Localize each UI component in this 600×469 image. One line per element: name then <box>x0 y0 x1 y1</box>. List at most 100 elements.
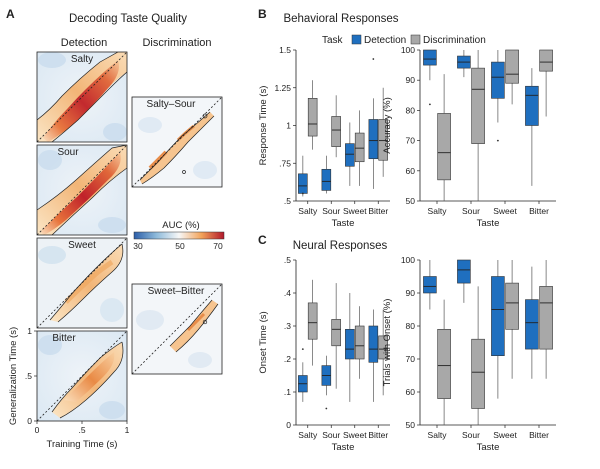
legend-label-discrimination: Discrimination <box>423 35 486 46</box>
heatmap-sweet-bitter-label: Sweet–Bitter <box>148 286 205 297</box>
colorbar-tick: 70 <box>213 241 223 251</box>
boxplot-onset-time: 0 .1 .2 .3 .4 .5 Onset Time (s) Salty Sour Sweet B… <box>258 255 390 453</box>
colorbar-tick: 30 <box>133 241 143 251</box>
y-tick-label: .5 <box>284 196 291 206</box>
legend: Task Detection Discrimination <box>322 34 486 46</box>
panel-a-axes <box>34 330 128 424</box>
box-iqr <box>331 116 341 147</box>
colorbar-label: AUC (%) <box>162 220 199 231</box>
boxplot-accuracy: 50 60 70 80 90 100 Accuracy (%) Salty Sour Sweet B… <box>382 45 556 229</box>
y-tick-label: 1.5 <box>279 45 291 55</box>
y-tick-label: .75 <box>279 158 291 168</box>
box-iqr <box>345 143 355 167</box>
heatmap-sweet-frame <box>36 237 128 329</box>
y-axis-label: Onset Time (s) <box>258 311 269 373</box>
heatmap-sweet <box>37 238 127 328</box>
y-tick-label: .2 <box>284 354 291 364</box>
x-tick-label: Bitter <box>368 206 388 216</box>
box-iqr <box>539 286 553 350</box>
box-iqr <box>378 335 388 360</box>
heatmap-salty-frame <box>36 51 128 143</box>
panel-a-letter: A <box>6 7 15 21</box>
y-tick-label: 1 <box>27 326 32 336</box>
box-discrimination-salty <box>307 80 318 150</box>
x-tick-label: .5 <box>78 425 85 435</box>
box-discrimination-sweet <box>354 110 365 186</box>
box-iqr <box>298 173 308 194</box>
y-axis-label: Accuracy (%) <box>382 97 393 153</box>
boxplot-trials-with-onset: 50 60 70 80 90 100 Trials with Onset (%) Salty S… <box>382 255 556 453</box>
box-detection-bitter <box>525 68 539 186</box>
box-iqr <box>307 302 318 340</box>
box-discrimination-sweet <box>505 49 519 105</box>
box-discrimination-sour <box>331 95 341 158</box>
box-discrimination-salty <box>307 279 318 366</box>
heatmap-sour-label: Sour <box>57 147 79 158</box>
box-iqr <box>525 299 539 350</box>
box-iqr <box>321 168 332 191</box>
y-tick-label: 0 <box>286 420 291 430</box>
box-discrimination-sweet <box>505 260 519 379</box>
panel-a-ylabel: Generalization Time (s) <box>8 327 19 425</box>
heatmap-bitter-label: Bitter <box>52 333 76 344</box>
x-tick-label: 1 <box>125 425 130 435</box>
y-tick-label: 80 <box>406 105 416 115</box>
box-outlier <box>325 407 328 410</box>
x-tick-label: Salty <box>428 430 448 440</box>
box-iqr <box>354 325 365 360</box>
x-tick-label: Sour <box>462 430 480 440</box>
box-iqr <box>368 119 379 160</box>
y-tick-label: .5 <box>25 371 32 381</box>
legend-swatch-detection <box>351 34 362 45</box>
panel-c-letter: C <box>258 233 267 247</box>
x-tick-label: Sour <box>322 206 340 216</box>
box-iqr <box>437 113 451 181</box>
y-axis-label: Trials with Onset (%) <box>382 299 393 387</box>
box-iqr <box>471 338 485 409</box>
y-tick-label: 100 <box>401 255 415 265</box>
box-outlier <box>496 139 499 142</box>
x-tick-label: Salty <box>298 206 318 216</box>
box-iqr <box>505 49 519 84</box>
box-iqr <box>345 328 355 360</box>
box-iqr <box>354 132 365 163</box>
x-axis-label: Taste <box>332 442 355 453</box>
box-discrimination-bitter <box>539 260 553 379</box>
box-detection-bitter <box>368 309 379 402</box>
heatmap-salty-sour-label: Salty–Sour <box>147 99 197 110</box>
colorbar-tick: 50 <box>175 241 185 251</box>
box-iqr <box>491 276 505 356</box>
y-tick-label: 70 <box>406 136 416 146</box>
colorbar <box>133 231 225 240</box>
y-tick-label: 0 <box>27 416 32 426</box>
x-axis-label: Taste <box>477 442 500 453</box>
heatmap-salty-label: Salty <box>71 54 93 65</box>
box-iqr <box>491 61 505 99</box>
x-tick-label: Sweet <box>343 206 367 216</box>
panel-b-title: Behavioral Responses <box>283 13 398 25</box>
detection-column-title: Detection <box>61 37 107 49</box>
box-discrimination-bitter <box>378 87 388 177</box>
y-tick-label: 1.25 <box>274 83 291 93</box>
y-tick-label: 90 <box>406 75 416 85</box>
box-iqr <box>368 325 379 363</box>
x-tick-label: Salty <box>298 430 318 440</box>
box-detection-sour <box>457 259 471 303</box>
y-tick-label: 50 <box>406 420 416 430</box>
box-discrimination-salty <box>437 299 451 425</box>
heatmap-sweet-label: Sweet <box>68 240 96 251</box>
box-discrimination-sour <box>471 286 485 425</box>
heatmap-salty <box>37 52 127 142</box>
heatmap-salty-sour <box>132 97 222 187</box>
box-discrimination-bitter <box>539 49 553 117</box>
panel-c-title: Neural Responses <box>293 240 388 252</box>
box-detection-salty <box>298 155 308 197</box>
panel-b-letter: B <box>258 7 267 21</box>
y-tick-label: 1 <box>286 121 291 131</box>
box-detection-bitter <box>368 58 379 189</box>
box-discrimination-bitter <box>378 309 388 396</box>
box-discrimination-salty <box>437 74 451 201</box>
box-detection-sour <box>321 155 332 194</box>
x-tick-label: Sweet <box>493 430 517 440</box>
